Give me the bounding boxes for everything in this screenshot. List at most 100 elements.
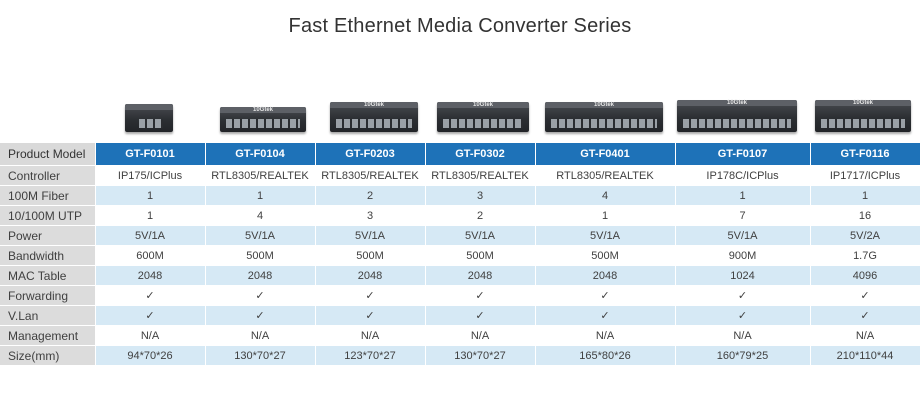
table-cell: ✓ xyxy=(535,285,676,306)
table-cell: 5V/1A xyxy=(315,225,426,246)
model-gt-f0302: GT-F0302 xyxy=(425,143,536,166)
table-cell: RTL8305/REALTEK xyxy=(315,165,426,186)
table-row: V.Lan ✓ ✓ ✓ ✓ ✓ ✓ ✓ xyxy=(0,305,920,326)
table-cell: 3 xyxy=(425,185,536,206)
table-cell: 500M xyxy=(425,245,536,266)
table-row: MAC Table 2048 2048 2048 2048 2048 1024 4096 xyxy=(0,265,920,286)
table-cell: 7 xyxy=(675,205,811,226)
spec-table: Product Model GT-F0101 GT-F0104 GT-F0203… xyxy=(0,143,920,366)
table-row: Forwarding ✓ ✓ ✓ ✓ ✓ ✓ ✓ xyxy=(0,285,920,306)
table-cell: 94*70*26 xyxy=(95,345,206,366)
table-cell: N/A xyxy=(535,325,676,346)
table-cell: IP175/ICPlus xyxy=(95,165,206,186)
row-label: 10/100M UTP xyxy=(0,205,96,226)
table-cell: 1 xyxy=(205,185,316,206)
table-cell: ✓ xyxy=(95,305,206,326)
device-image-gt-f0401: 10Gtek xyxy=(545,102,663,132)
table-cell: 500M xyxy=(205,245,316,266)
table-cell: ✓ xyxy=(535,305,676,326)
table-cell: 500M xyxy=(315,245,426,266)
table-cell: 130*70*27 xyxy=(425,345,536,366)
table-cell: 123*70*27 xyxy=(315,345,426,366)
table-cell: RTL8305/REALTEK xyxy=(205,165,316,186)
table-cell: 2 xyxy=(425,205,536,226)
model-gt-f0116: GT-F0116 xyxy=(810,143,920,166)
device-image-gt-f0203: 10Gtek xyxy=(330,102,418,132)
table-cell: 1.7G xyxy=(810,245,920,266)
table-cell: ✓ xyxy=(315,305,426,326)
table-cell: 5V/1A xyxy=(95,225,206,246)
row-label: Management xyxy=(0,325,96,346)
table-cell: ✓ xyxy=(675,305,811,326)
table-cell: RTL8305/REALTEK xyxy=(425,165,536,186)
model-gt-f0101: GT-F0101 xyxy=(95,143,206,166)
table-cell: 5V/1A xyxy=(675,225,811,246)
table-cell: 4096 xyxy=(810,265,920,286)
table-cell: 5V/1A xyxy=(205,225,316,246)
row-label: Power xyxy=(0,225,96,246)
table-cell: 600M xyxy=(95,245,206,266)
table-cell: ✓ xyxy=(810,305,920,326)
header-row: Product Model GT-F0101 GT-F0104 GT-F0203… xyxy=(0,143,920,166)
table-cell: 165*80*26 xyxy=(535,345,676,366)
device-image-gt-f0302: 10Gtek xyxy=(437,102,529,132)
table-row: 10/100M UTP 1 4 3 2 1 7 16 xyxy=(0,205,920,226)
row-label: V.Lan xyxy=(0,305,96,326)
table-cell: 2048 xyxy=(205,265,316,286)
row-label: Bandwidth xyxy=(0,245,96,266)
table-cell: 1 xyxy=(535,205,676,226)
table-cell: ✓ xyxy=(425,285,536,306)
table-cell: 500M xyxy=(535,245,676,266)
table-cell: 5V/1A xyxy=(535,225,676,246)
table-cell: 16 xyxy=(810,205,920,226)
model-gt-f0203: GT-F0203 xyxy=(315,143,426,166)
row-label: MAC Table xyxy=(0,265,96,286)
table-cell: ✓ xyxy=(205,285,316,306)
table-cell: IP1717/ICPlus xyxy=(810,165,920,186)
table-cell: 900M xyxy=(675,245,811,266)
table-cell: 130*70*27 xyxy=(205,345,316,366)
table-cell: N/A xyxy=(425,325,536,346)
model-gt-f0401: GT-F0401 xyxy=(535,143,676,166)
table-cell: 1 xyxy=(95,205,206,226)
row-label: Size(mm) xyxy=(0,345,96,366)
table-cell: ✓ xyxy=(315,285,426,306)
device-image-gt-f0101 xyxy=(125,104,173,132)
table-cell: 3 xyxy=(315,205,426,226)
table-cell: 2048 xyxy=(535,265,676,286)
table-cell: 1 xyxy=(810,185,920,206)
product-images: 10Gtek 10Gtek 10Gtek 10Gtek 10Gtek 10Gte… xyxy=(95,95,920,140)
table-cell: N/A xyxy=(205,325,316,346)
table-cell: 1024 xyxy=(675,265,811,286)
table-cell: N/A xyxy=(95,325,206,346)
table-row: Bandwidth 600M 500M 500M 500M 500M 900M 1.7G xyxy=(0,245,920,266)
table-cell: 4 xyxy=(535,185,676,206)
table-cell: 2048 xyxy=(95,265,206,286)
table-cell: N/A xyxy=(675,325,811,346)
table-cell: 1 xyxy=(675,185,811,206)
table-row: Power 5V/1A 5V/1A 5V/1A 5V/1A 5V/1A 5V/1A 5V/2A xyxy=(0,225,920,246)
model-gt-f0107: GT-F0107 xyxy=(675,143,811,166)
row-label: Controller xyxy=(0,165,96,186)
table-cell: 210*110*44 xyxy=(810,345,920,366)
table-cell: RTL8305/REALTEK xyxy=(535,165,676,186)
row-label: Forwarding xyxy=(0,285,96,306)
table-cell: N/A xyxy=(810,325,920,346)
model-gt-f0104: GT-F0104 xyxy=(205,143,316,166)
table-cell: ✓ xyxy=(425,305,536,326)
device-image-gt-f0107: 10Gtek xyxy=(677,100,797,132)
device-image-gt-f0116: 10Gtek xyxy=(815,100,911,132)
table-cell: ✓ xyxy=(205,305,316,326)
table-cell: ✓ xyxy=(95,285,206,306)
table-row: Management N/A N/A N/A N/A N/A N/A N/A xyxy=(0,325,920,346)
row-label: 100M Fiber xyxy=(0,185,96,206)
table-cell: 2048 xyxy=(425,265,536,286)
table-cell: 4 xyxy=(205,205,316,226)
header-label: Product Model xyxy=(0,143,96,166)
table-cell: 5V/1A xyxy=(425,225,536,246)
table-cell: 5V/2A xyxy=(810,225,920,246)
table-cell: 1 xyxy=(95,185,206,206)
table-cell: 2048 xyxy=(315,265,426,286)
table-cell: N/A xyxy=(315,325,426,346)
page-title: Fast Ethernet Media Converter Series xyxy=(288,15,632,37)
